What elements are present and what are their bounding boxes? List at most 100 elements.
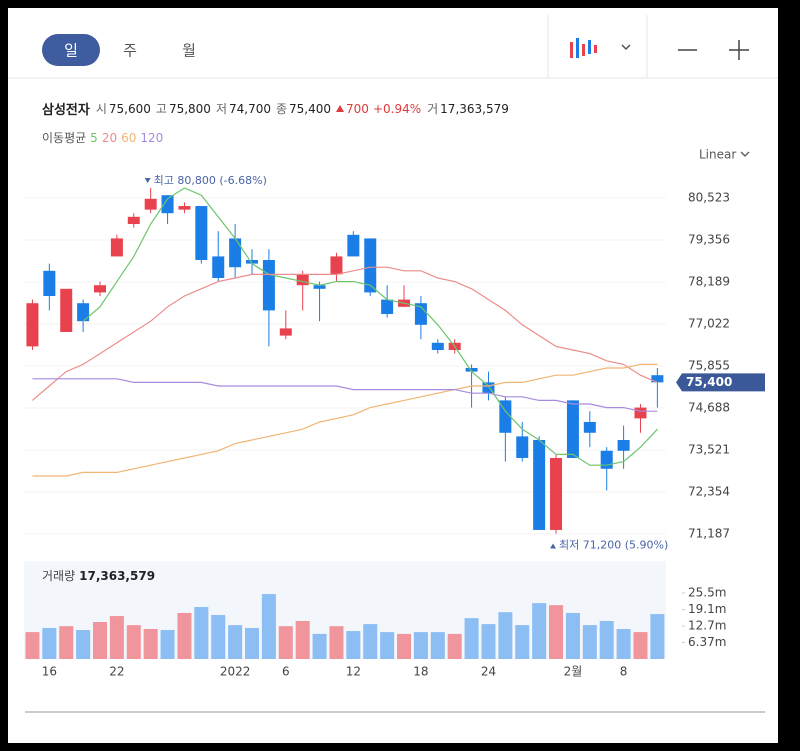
x-tick-label: 12	[346, 665, 361, 679]
tab[interactable]: 일	[64, 42, 78, 60]
x-tick-label: 6	[282, 665, 290, 679]
change: 700	[346, 101, 369, 116]
volume-bar	[430, 632, 445, 659]
volume-tick-label: 6.37m	[688, 635, 726, 649]
chevron[interactable]	[621, 44, 631, 51]
candle-body	[550, 457, 563, 530]
annotation-marker	[550, 543, 557, 549]
volume-tick-label: 12.7m	[688, 619, 726, 633]
change-pct: +0.94%	[372, 101, 422, 116]
candle-body	[60, 288, 73, 332]
scale-select[interactable]: Linear	[699, 148, 736, 162]
y-tick-label: 78,189	[688, 275, 730, 289]
volume-bar	[582, 625, 597, 659]
volume-bar	[312, 633, 327, 659]
volume-tick-label: 25.5m	[688, 586, 726, 600]
volume-bar	[599, 620, 614, 659]
candle-body	[516, 436, 529, 458]
candle-body	[566, 400, 579, 458]
volume-bar	[278, 626, 293, 659]
volume-bar	[329, 626, 344, 659]
x-tick-label: 16	[42, 665, 57, 679]
volume-bar	[363, 624, 378, 659]
candle-body	[77, 303, 90, 322]
tab[interactable]: 주	[123, 42, 137, 60]
volume-bar	[464, 618, 479, 659]
volume-bar	[447, 633, 462, 659]
candle-body	[617, 439, 630, 451]
volume-bar	[397, 633, 412, 659]
volume-bar	[126, 625, 141, 659]
chevron[interactable]	[740, 151, 750, 157]
y-tick-label: 77,022	[688, 317, 730, 331]
volume-name: 거래량	[42, 569, 75, 583]
candle-body	[431, 342, 444, 350]
tab[interactable]: 월	[182, 42, 196, 60]
volume-bar	[59, 626, 74, 659]
volume-bar	[295, 620, 310, 659]
candle-body	[26, 303, 39, 347]
volume-bar	[565, 612, 580, 659]
tab-active[interactable]	[42, 34, 100, 66]
quote-value: 74,700	[228, 101, 271, 116]
candle-body	[583, 421, 596, 433]
candle-body	[482, 382, 495, 394]
candle-body	[651, 375, 664, 383]
annotation: 최저 71,200 (5.90%)	[559, 539, 668, 552]
ma-legend: 이동평균 5 20 60 120	[42, 129, 167, 146]
x-tick-label: 8	[620, 665, 628, 679]
candle-body	[634, 407, 647, 419]
x-tick-label: 24	[481, 665, 496, 679]
volume-bar	[498, 612, 513, 659]
volume-tick-label: 19.1m	[688, 602, 726, 616]
candle-body	[127, 216, 140, 225]
x-tick-label: 2022	[220, 665, 251, 679]
quote-label: 고	[155, 102, 167, 116]
y-tick-label: 71,187	[688, 527, 730, 541]
x-tick-label: 22	[109, 665, 124, 679]
candle-body	[246, 260, 259, 264]
candle-body	[347, 234, 360, 257]
candle-body	[144, 198, 157, 210]
candle-body	[94, 285, 107, 293]
volume-bar	[25, 632, 40, 659]
volume-bar	[616, 628, 631, 659]
volume-bar	[211, 615, 226, 659]
volume-bar	[515, 625, 530, 659]
change-arrow	[336, 105, 345, 112]
candle-body	[600, 450, 613, 469]
volume-bar	[633, 632, 648, 659]
volume-bar	[413, 632, 428, 659]
y-tick-label: 75,855	[688, 359, 730, 373]
candle-body	[313, 285, 326, 289]
candle-body	[178, 206, 191, 210]
ma-line	[82, 187, 658, 466]
x-tick-label: 18	[413, 665, 428, 679]
volume-bar	[93, 622, 108, 659]
quote-value: 75,400	[289, 101, 332, 116]
y-tick-label: 73,521	[688, 443, 730, 457]
chart-type-icon[interactable]	[570, 38, 597, 58]
quote-value: 75,600	[108, 101, 151, 116]
legend-entry: 60	[121, 130, 137, 145]
legend-entry: 5	[90, 130, 98, 145]
legend-entry: 120	[140, 130, 164, 145]
ma-line	[32, 363, 658, 477]
x-tick-label: 2월	[564, 665, 583, 679]
candle-body	[364, 238, 377, 293]
volume-bar	[481, 624, 496, 659]
candle-body	[330, 256, 343, 275]
price-tag-label: 75,400	[686, 375, 732, 389]
candle-body	[533, 439, 546, 530]
zoom-in[interactable]	[729, 40, 749, 60]
quote-value: 17,363,579	[440, 101, 509, 116]
candle-body	[499, 400, 512, 433]
volume-bar	[143, 628, 158, 659]
quote: 삼성전자 시 75,600 고 75,800 저 74,700 종 75,400 700 +0.9…	[42, 99, 514, 119]
volume-bar	[532, 603, 547, 659]
volume-bar	[245, 627, 260, 659]
volume-title: 거래량 17,363,579	[42, 569, 155, 583]
volume-bar	[261, 594, 276, 659]
